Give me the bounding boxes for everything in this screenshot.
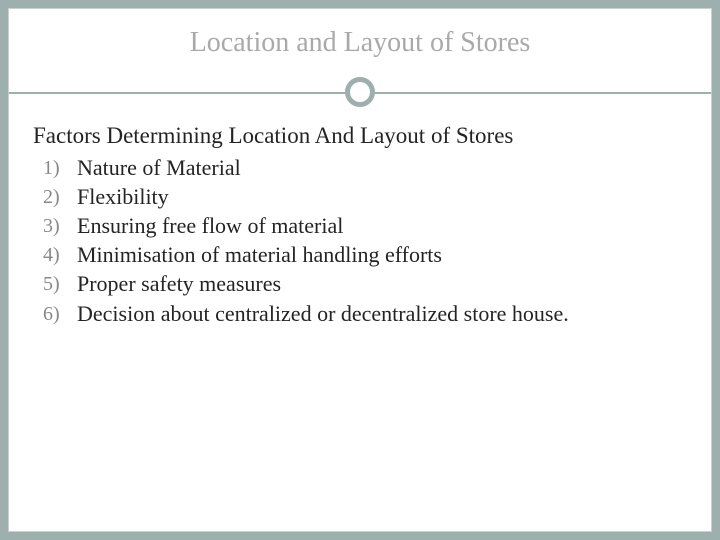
list-text: Flexibility — [77, 182, 687, 211]
subtitle: Factors Determining Location And Layout … — [33, 121, 687, 151]
slide-page: Location and Layout of Stores Factors De… — [8, 8, 712, 532]
divider — [9, 77, 711, 107]
list-text: Nature of Material — [77, 153, 687, 182]
list-item: 2) Flexibility — [43, 182, 687, 211]
list-item: 1) Nature of Material — [43, 153, 687, 182]
content-area: Factors Determining Location And Layout … — [9, 107, 711, 328]
list-number: 5) — [43, 269, 77, 297]
list-number: 4) — [43, 240, 77, 268]
divider-circle-icon — [345, 77, 375, 107]
list-text: Proper safety measures — [77, 269, 687, 298]
list-text: Minimisation of material handling effort… — [77, 240, 687, 269]
list-item: 3) Ensuring free flow of material — [43, 211, 687, 240]
list-number: 6) — [43, 299, 77, 327]
slide-title: Location and Layout of Stores — [9, 9, 711, 77]
list-text: Ensuring free flow of material — [77, 211, 687, 240]
list-number: 1) — [43, 153, 77, 181]
list-number: 2) — [43, 182, 77, 210]
list-item: 6) Decision about centralized or decentr… — [43, 299, 687, 328]
list-item: 5) Proper safety measures — [43, 269, 687, 298]
list-text: Decision about centralized or decentrali… — [77, 299, 687, 328]
list-number: 3) — [43, 211, 77, 239]
factors-list: 1) Nature of Material 2) Flexibility 3) … — [33, 153, 687, 327]
list-item: 4) Minimisation of material handling eff… — [43, 240, 687, 269]
